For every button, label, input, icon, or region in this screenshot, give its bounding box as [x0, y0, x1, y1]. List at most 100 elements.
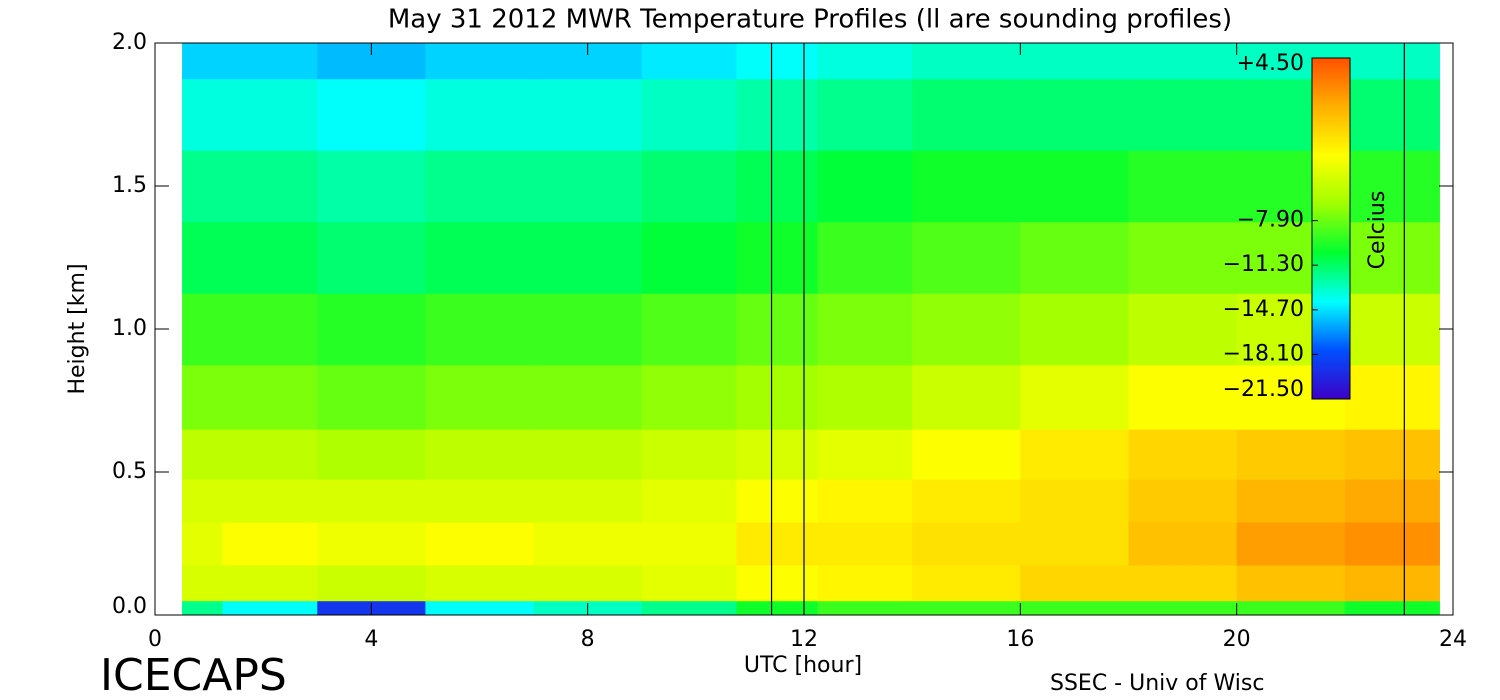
heat-cell: [533, 221, 643, 294]
heat-cell: [817, 293, 913, 366]
heat-cell: [736, 479, 819, 523]
y-tick-label: 1.0: [112, 316, 147, 341]
heat-cell: [182, 364, 224, 430]
heat-cell: [1020, 600, 1129, 616]
heat-cell: [1020, 43, 1129, 80]
y-tick-label: 2.0: [112, 30, 147, 55]
heat-cell: [425, 221, 535, 294]
x-tick-label: 24: [1439, 627, 1467, 652]
heat-cell: [912, 600, 1021, 616]
heat-cell: [1344, 293, 1440, 366]
heat-cell: [1128, 293, 1238, 366]
heat-cell: [912, 293, 1021, 366]
heat-cell: [182, 429, 224, 480]
heat-cell: [641, 43, 737, 80]
heat-cell: [425, 43, 535, 80]
heat-cell: [912, 78, 1021, 151]
heat-cell: [222, 150, 318, 223]
heat-cell: [182, 221, 224, 294]
heat-cell: [222, 364, 318, 430]
heat-cell: [317, 221, 426, 294]
x-tick-label: 8: [581, 627, 595, 652]
heat-cell: [817, 429, 913, 480]
heat-cell: [817, 43, 913, 80]
heat-cell: [817, 600, 913, 616]
heat-cell: [222, 564, 318, 602]
heat-cell: [1128, 600, 1238, 616]
heat-cell: [1236, 600, 1346, 616]
heat-cell: [317, 429, 426, 480]
heatmap: [182, 43, 1440, 616]
y-tick-label: 0.0: [112, 594, 147, 619]
heat-cell: [533, 364, 643, 430]
heat-cell: [425, 522, 535, 566]
heat-cell: [641, 522, 737, 566]
heat-cell: [1128, 78, 1238, 151]
heat-cell: [425, 293, 535, 366]
heat-cell: [425, 429, 535, 480]
heat-cell: [912, 221, 1021, 294]
heat-cell: [736, 600, 819, 616]
heat-cell: [222, 522, 318, 566]
heat-cell: [736, 78, 819, 151]
heat-cell: [222, 600, 318, 616]
heat-cell: [317, 522, 426, 566]
heat-cell: [1020, 564, 1129, 602]
heat-cell: [1020, 429, 1129, 480]
colorbar-tick-label: −21.50: [1223, 377, 1304, 402]
colorbar-tick-label: +4.50: [1237, 51, 1304, 76]
heat-cell: [222, 429, 318, 480]
heat-cell: [1344, 150, 1440, 223]
heat-cell: [1128, 221, 1238, 294]
heat-cell: [641, 293, 737, 366]
heat-cell: [533, 150, 643, 223]
heat-cell: [317, 293, 426, 366]
heat-cell: [641, 564, 737, 602]
heat-cell: [425, 78, 535, 151]
heat-cell: [817, 364, 913, 430]
heat-cell: [736, 150, 819, 223]
heat-cell: [222, 221, 318, 294]
heat-cell: [425, 479, 535, 523]
heat-cell: [222, 43, 318, 80]
y-tick-label: 0.5: [112, 459, 147, 484]
heat-cell: [533, 479, 643, 523]
heat-cell: [1128, 522, 1238, 566]
heat-cell: [182, 564, 224, 602]
heat-cell: [817, 522, 913, 566]
heat-cell: [1344, 564, 1440, 602]
heat-cell: [1344, 43, 1440, 80]
chart-title: May 31 2012 MWR Temperature Profiles (ll…: [388, 5, 1232, 35]
heat-cell: [425, 150, 535, 223]
heat-cell: [736, 221, 819, 294]
x-tick-label: 4: [364, 627, 378, 652]
heat-cell: [817, 221, 913, 294]
heat-cell: [533, 78, 643, 151]
heat-cell: [1020, 293, 1129, 366]
heat-cell: [912, 150, 1021, 223]
heat-cell: [182, 293, 224, 366]
heat-cell: [1236, 429, 1346, 480]
heat-cell: [1020, 150, 1129, 223]
heat-cell: [641, 429, 737, 480]
heat-cell: [817, 150, 913, 223]
colorbar-tick-label: −11.30: [1223, 252, 1304, 277]
heat-cell: [1236, 479, 1346, 523]
heat-cell: [817, 564, 913, 602]
heat-cell: [736, 364, 819, 430]
heat-cell: [182, 479, 224, 523]
heat-cell: [641, 221, 737, 294]
heat-cell: [641, 600, 737, 616]
heat-cell: [222, 479, 318, 523]
heat-cell: [912, 522, 1021, 566]
heat-cell: [533, 522, 643, 566]
footer-right: SSEC - Univ of Wisc: [1050, 671, 1264, 696]
heat-cell: [912, 564, 1021, 602]
heat-cell: [425, 564, 535, 602]
heat-cell: [317, 564, 426, 602]
heat-cell: [641, 364, 737, 430]
heat-cell: [641, 150, 737, 223]
x-tick-label: 20: [1223, 627, 1251, 652]
heat-cell: [317, 78, 426, 151]
